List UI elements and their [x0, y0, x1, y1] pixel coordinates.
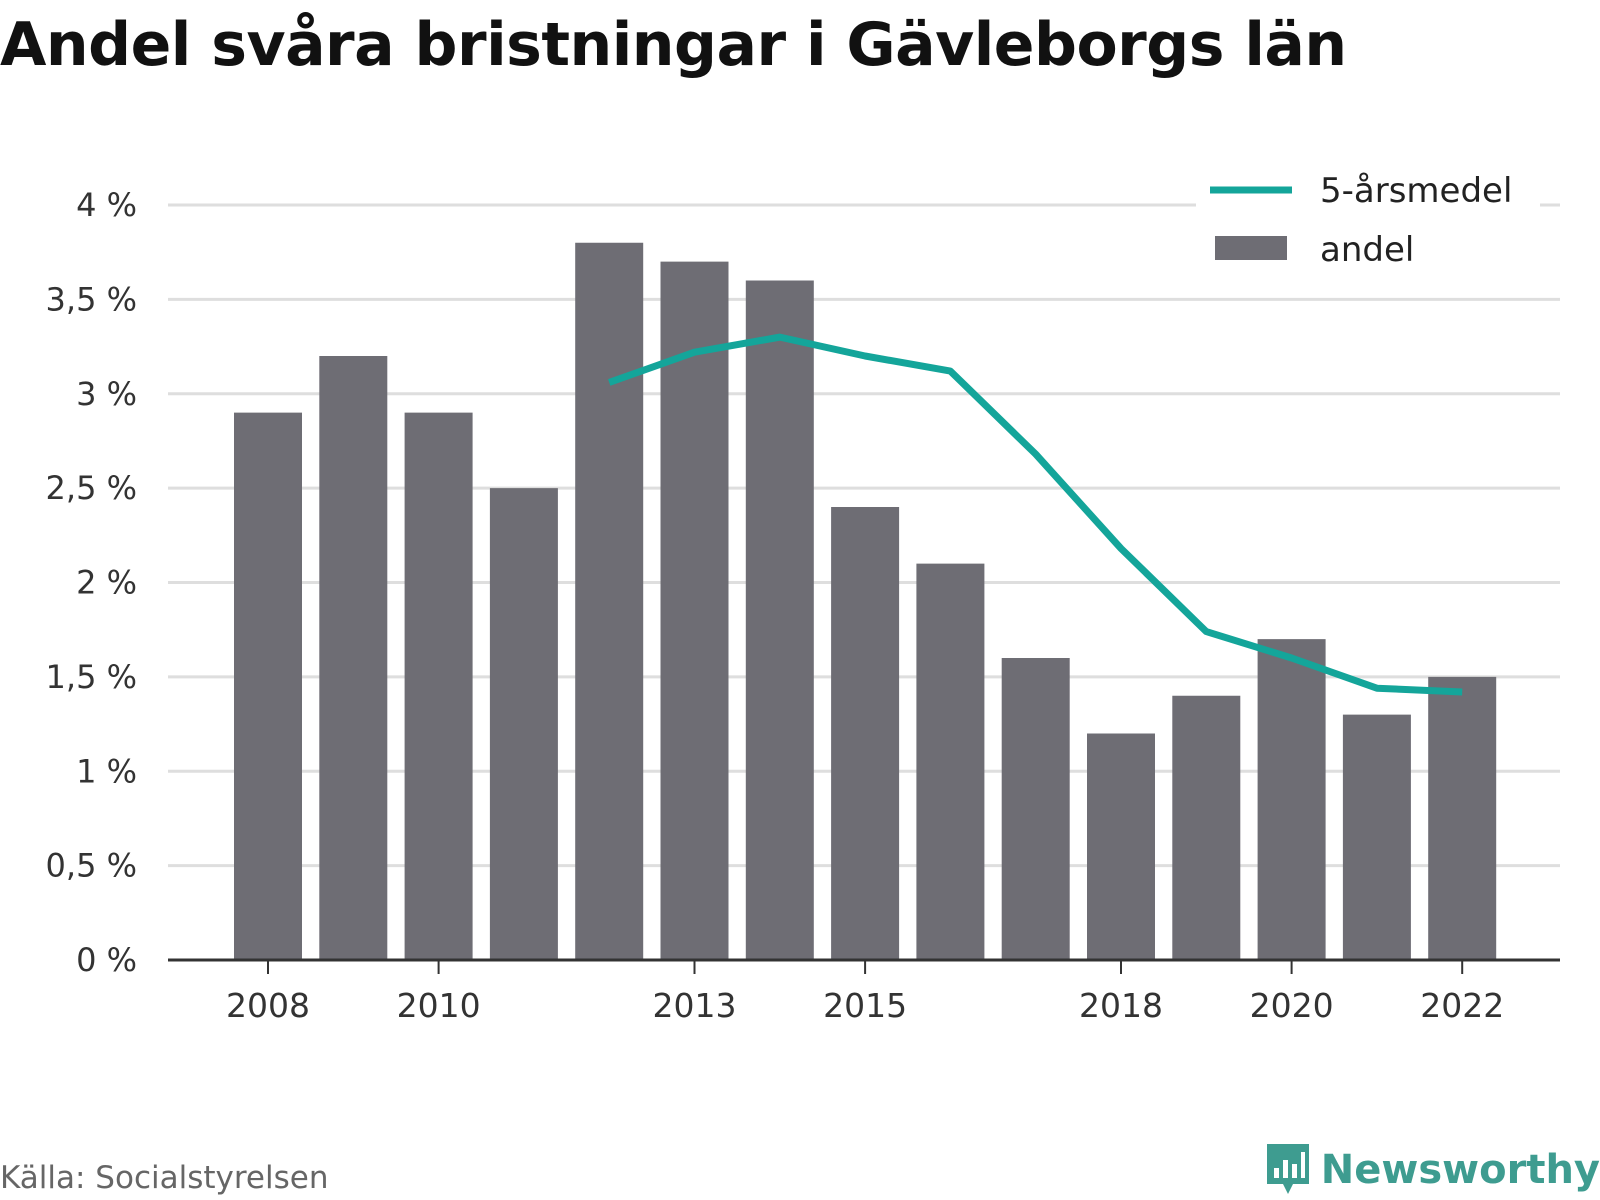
y-tick-label: 1,5 %	[46, 658, 137, 696]
legend-label-bar: andel	[1320, 230, 1414, 270]
bar	[1257, 639, 1326, 960]
brand-logo[interactable]: Newsworthy	[1263, 1140, 1600, 1200]
bar	[234, 412, 302, 960]
bars	[234, 242, 1497, 960]
x-tick-label: 2010	[397, 986, 481, 1025]
bar	[319, 356, 388, 960]
y-tick-label: 3,5 %	[46, 280, 137, 318]
legend-label-line: 5-årsmedel	[1320, 171, 1512, 211]
line-5-arsmedel	[608, 333, 1463, 696]
x-tick-label: 2013	[653, 986, 737, 1025]
y-tick-label: 4 %	[76, 186, 137, 224]
bar	[1342, 714, 1411, 960]
brand-name: Newsworthy	[1320, 1147, 1600, 1193]
source-note: Källa: Socialstyrelsen	[0, 1160, 329, 1196]
x-tick-label: 2015	[823, 986, 907, 1025]
x-tick-label: 2020	[1250, 986, 1334, 1025]
x-tick-label: 2018	[1079, 986, 1163, 1025]
bar	[1087, 733, 1155, 960]
bar	[404, 412, 473, 960]
bar	[575, 242, 644, 960]
y-tick-label: 1 %	[76, 752, 137, 790]
bar	[831, 507, 900, 960]
bar	[1172, 695, 1241, 960]
bar	[1001, 658, 1070, 960]
y-tick-label: 0,5 %	[46, 847, 137, 885]
bar	[489, 488, 558, 960]
y-tick-label: 2 %	[76, 564, 137, 602]
x-tick-label: 2022	[1420, 986, 1504, 1025]
y-tick-label: 2,5 %	[46, 469, 137, 507]
legend-bar-swatch	[1215, 236, 1287, 260]
bar	[1428, 676, 1497, 960]
y-tick-label: 3 %	[76, 375, 137, 413]
legend: 5-årsmedel andel	[1196, 168, 1540, 288]
chart-title: Andel svåra bristningar i Gävleborgs län	[0, 10, 1347, 80]
y-tick-label: 0 %	[76, 941, 137, 979]
bar	[916, 563, 985, 960]
newsworthy-logo-icon	[1266, 1144, 1309, 1194]
axes: 0 % 0,5 % 1 % 1,5 % 2 % 2,5 % 3 % 3,5 % 4 % 2008 2…	[46, 186, 1560, 1025]
line-series	[608, 333, 1463, 696]
bar	[660, 261, 729, 960]
x-tick-label: 2008	[226, 986, 310, 1025]
bar	[745, 280, 814, 960]
